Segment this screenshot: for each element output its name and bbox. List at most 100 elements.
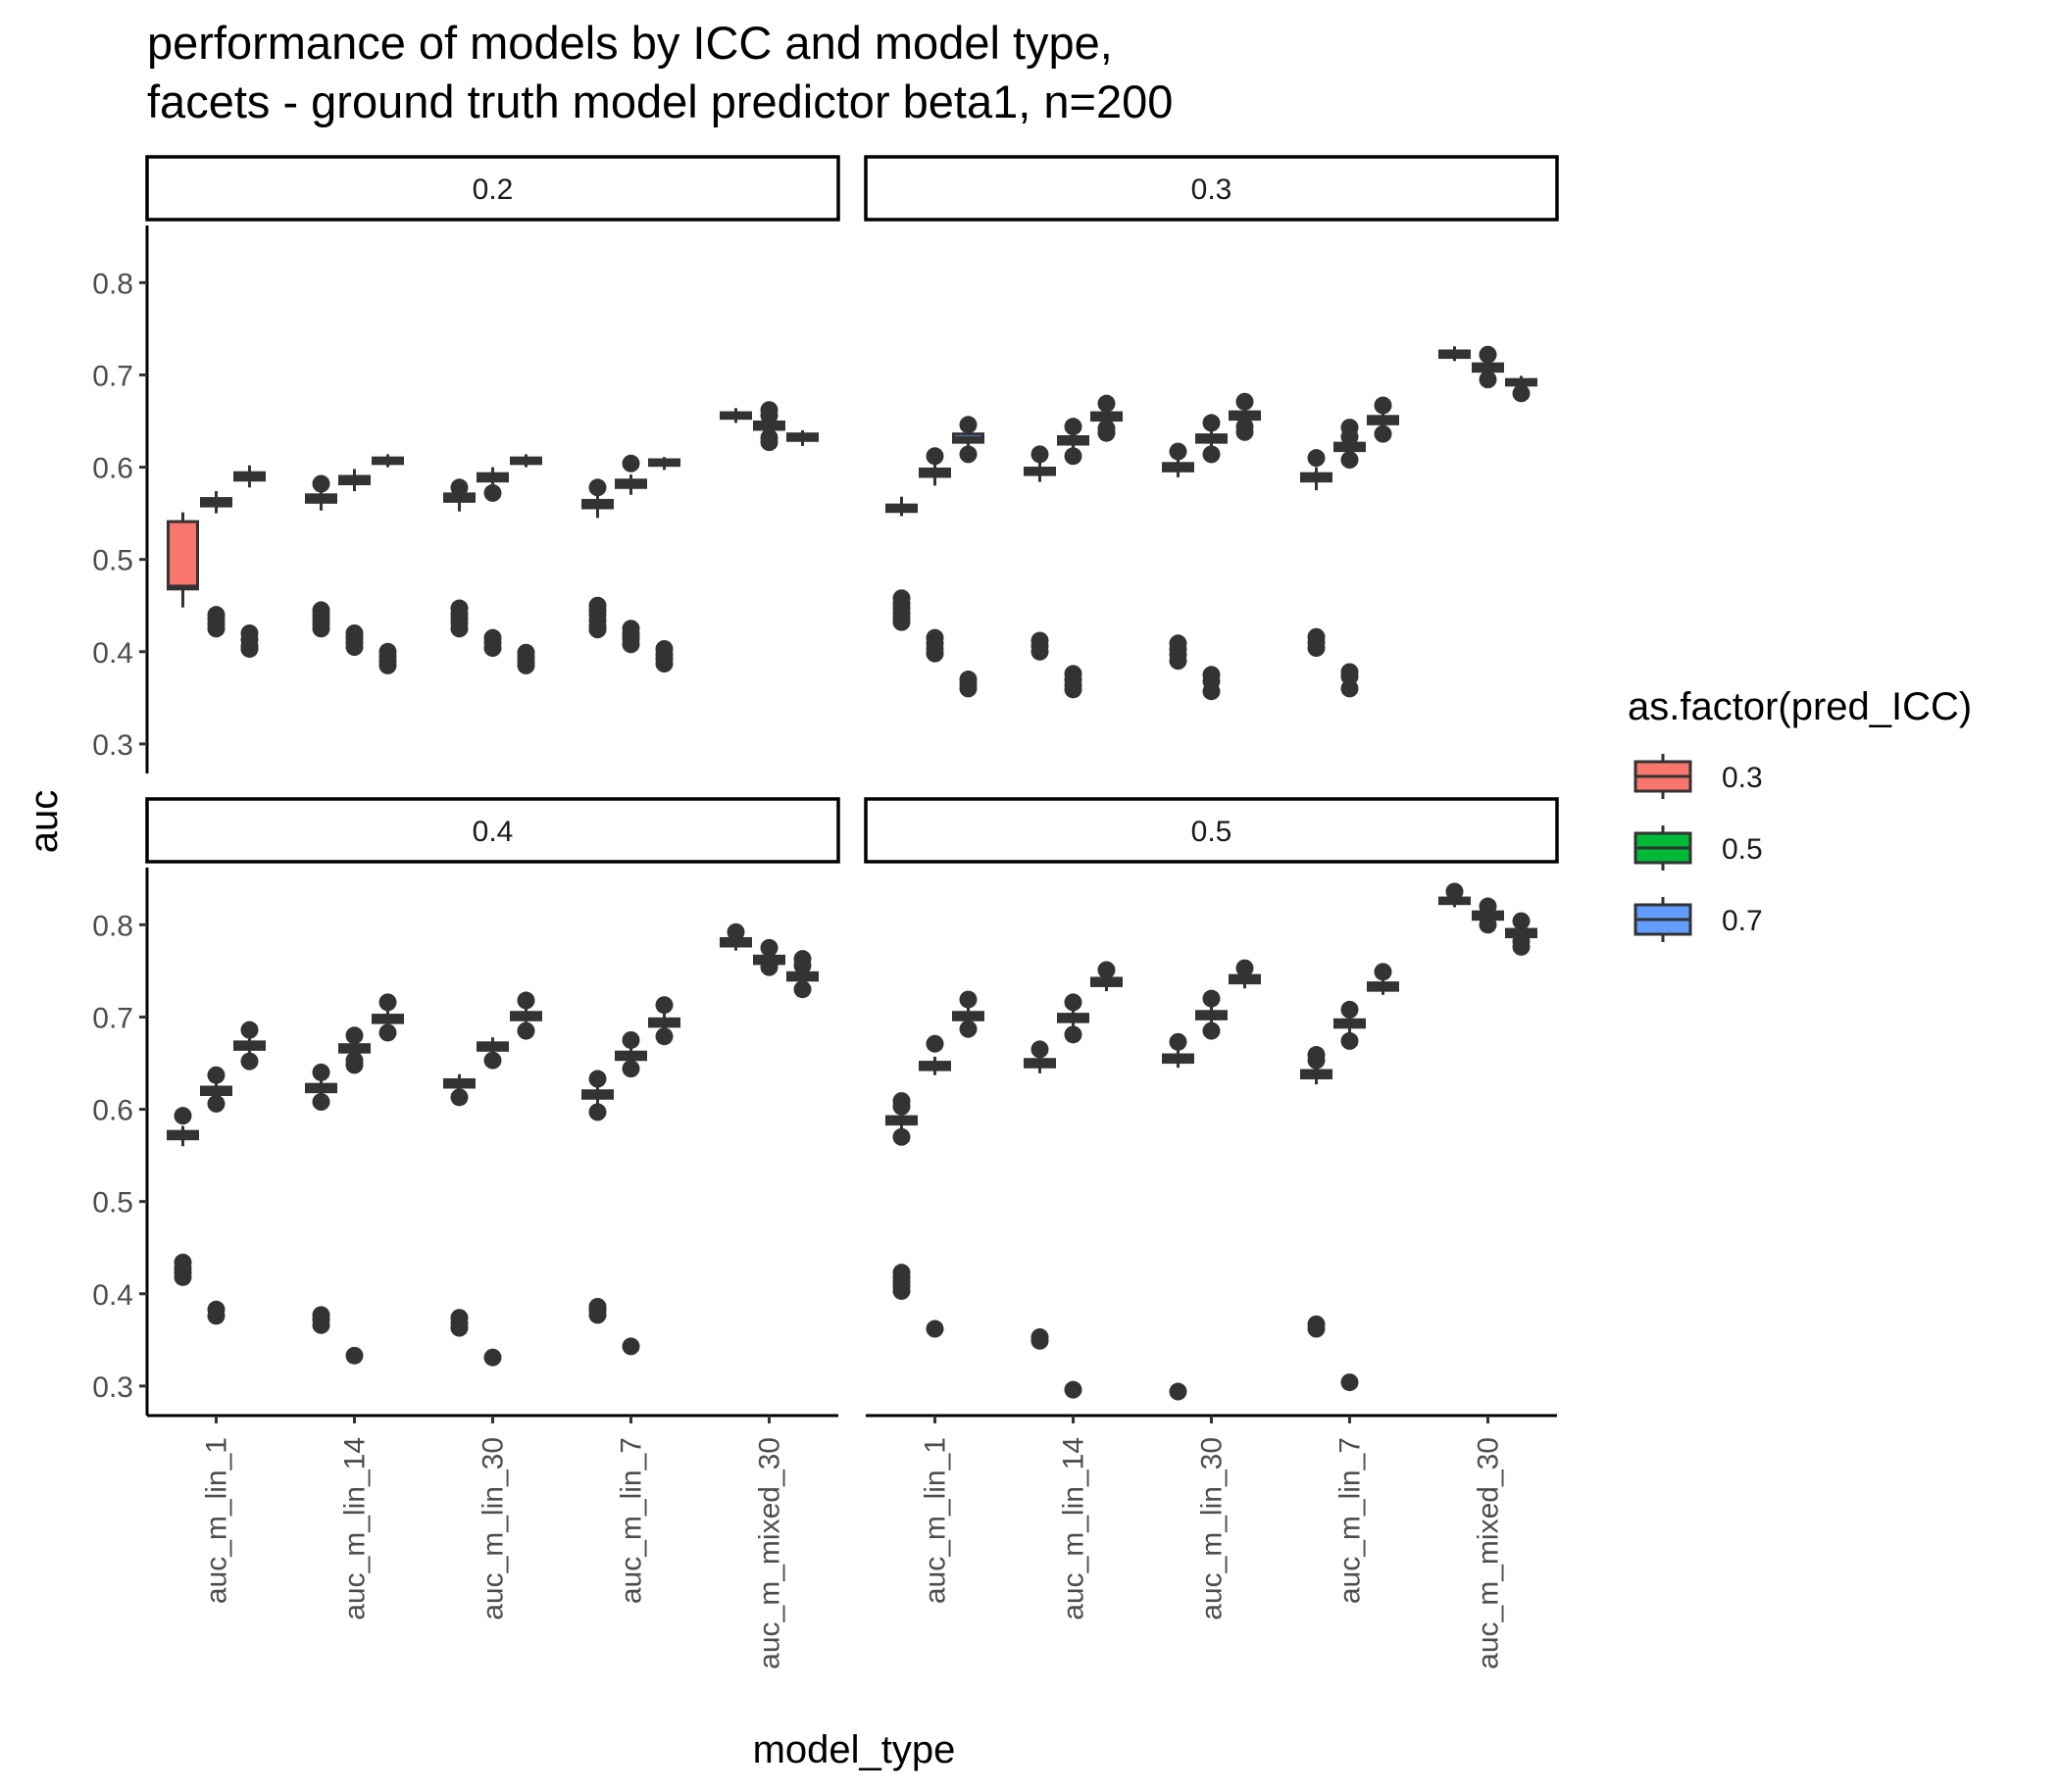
- box-auc_m_lin_30-0.7: [510, 991, 542, 1040]
- outlier-point: [1307, 639, 1326, 658]
- box-auc_m_lin_14-0.3: [1024, 445, 1056, 661]
- box-auc_m_lin_7-0.3: [1300, 1046, 1332, 1338]
- legend-label: 0.5: [1722, 833, 1763, 866]
- outlier-point: [892, 1127, 911, 1146]
- outlier-point: [1169, 652, 1187, 671]
- y-tick-label: 0.6: [92, 1095, 133, 1127]
- outlier-point: [1202, 414, 1221, 432]
- box-auc_m_lin_7-0.5: [1333, 419, 1366, 698]
- outlier-point: [450, 1319, 469, 1337]
- box-auc_m_lin_30-0.3: [1162, 1032, 1194, 1401]
- x-tick-label: auc_m_lin_30: [1196, 1437, 1229, 1620]
- y-tick-label: 0.7: [92, 1002, 133, 1034]
- outlier-point: [588, 1103, 607, 1121]
- outlier-point: [655, 1027, 674, 1046]
- outlier-point: [760, 433, 779, 452]
- y-tick-label: 0.3: [92, 729, 133, 762]
- outlier-point: [1202, 1021, 1221, 1040]
- box-auc_m_mixed_30-0.3: [720, 922, 752, 951]
- box-auc_m_lin_1-0.3: [167, 512, 199, 608]
- outlier-point: [312, 474, 330, 493]
- facet-strip: [864, 155, 1559, 222]
- box-auc_m_mixed_30-0.5: [753, 938, 785, 976]
- outlier-point: [1169, 442, 1187, 461]
- box-auc_m_lin_14-0.5: [1057, 418, 1089, 699]
- outlier-point: [378, 993, 397, 1012]
- legend-key-0.5: 0.5: [1633, 825, 1763, 871]
- facet-strip-label: 0.4: [473, 816, 514, 848]
- chart-title-line-1: performance of models by ICC and model t…: [147, 17, 1113, 69]
- box-auc_m_lin_1-0.5: [200, 1066, 232, 1325]
- outlier-point: [588, 1070, 607, 1088]
- outlier-point: [727, 922, 745, 941]
- box-auc_m_lin_30-0.3: [443, 478, 476, 638]
- y-tick-label: 0.5: [92, 1187, 133, 1220]
- outlier-point: [1340, 1031, 1359, 1050]
- outlier-point: [345, 1026, 364, 1045]
- box-auc_m_lin_30-0.3: [1162, 442, 1194, 671]
- x-tick-label: auc_m_mixed_30: [754, 1437, 786, 1669]
- y-tick-label: 0.8: [92, 910, 133, 942]
- x-axis-title: model_type: [753, 1728, 956, 1771]
- outlier-point: [517, 1021, 535, 1040]
- outlier-point: [207, 620, 226, 638]
- outlier-point: [622, 454, 640, 473]
- outlier-point: [926, 1034, 944, 1053]
- outlier-point: [345, 1346, 364, 1365]
- outlier-point: [926, 644, 944, 663]
- outlier-point: [174, 1107, 192, 1125]
- legend-key-0.3: 0.3: [1633, 754, 1763, 799]
- y-tick-label: 0.8: [92, 268, 133, 300]
- box-auc_m_lin_7-0.5: [615, 1030, 647, 1356]
- outlier-point: [1030, 642, 1049, 661]
- outlier-point: [760, 958, 779, 976]
- outlier-point: [1064, 1025, 1082, 1044]
- box-auc_m_mixed_30-0.5: [1472, 345, 1504, 389]
- x-tick-label: auc_m_mixed_30: [1473, 1437, 1505, 1669]
- outlier-point: [959, 1020, 978, 1038]
- outlier-point: [450, 1088, 469, 1107]
- outlier-point: [959, 445, 978, 464]
- outlier-point: [1445, 882, 1464, 901]
- box-auc_m_lin_30-0.7: [1229, 392, 1261, 441]
- y-axis-title: auc: [23, 790, 66, 854]
- facet-strip: [864, 797, 1559, 864]
- outlier-point: [959, 416, 978, 434]
- outlier-point: [959, 990, 978, 1009]
- outlier-point: [1235, 423, 1254, 441]
- outlier-point: [207, 1307, 226, 1325]
- outlier-point: [1235, 392, 1254, 411]
- outlier-point: [517, 991, 535, 1010]
- box-auc_m_lin_7-0.3: [581, 1070, 614, 1324]
- x-tick-label: auc_m_lin_1: [201, 1437, 233, 1604]
- outlier-point: [450, 620, 469, 638]
- outlier-point: [1202, 989, 1221, 1008]
- outlier-point: [1064, 447, 1082, 466]
- outlier-point: [622, 635, 640, 654]
- outlier-point: [1169, 1032, 1187, 1051]
- outlier-point: [1097, 961, 1116, 979]
- box-auc_m_lin_7-0.7: [1367, 963, 1399, 995]
- outlier-point: [1064, 418, 1082, 436]
- box-auc_m_lin_7-0.3: [581, 478, 614, 639]
- outlier-point: [1340, 1373, 1359, 1392]
- outlier-point: [760, 406, 779, 424]
- outlier-point: [1374, 396, 1392, 415]
- outlier-point: [892, 1097, 911, 1116]
- outlier-point: [483, 1051, 502, 1070]
- outlier-point: [517, 656, 535, 674]
- box-auc_m_lin_14-0.7: [1090, 394, 1123, 442]
- facet-strip: [145, 155, 840, 222]
- box-auc_m_lin_14-0.7: [1090, 961, 1123, 992]
- outlier-point: [1479, 916, 1497, 934]
- box-auc_m_lin_30-0.5: [1195, 414, 1228, 701]
- outlier-point: [655, 655, 674, 673]
- box-auc_m_mixed_30-0.3: [1438, 346, 1471, 362]
- outlier-point: [892, 613, 911, 631]
- outlier-point: [450, 478, 469, 497]
- x-tick-label: auc_m_lin_30: [477, 1437, 510, 1620]
- outlier-point: [1479, 371, 1497, 389]
- outlier-point: [1097, 423, 1116, 442]
- outlier-point: [1307, 1319, 1326, 1338]
- legend-label: 0.3: [1722, 762, 1763, 794]
